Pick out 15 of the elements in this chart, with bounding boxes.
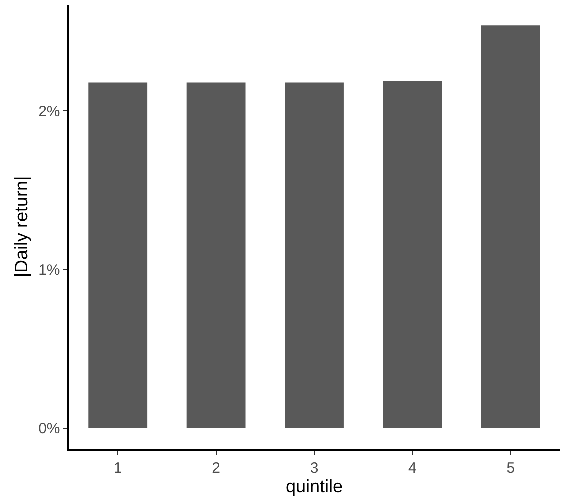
- x-tick-label: 3: [310, 460, 319, 477]
- y-tick-label: 1%: [38, 262, 60, 280]
- y-tick-label: 0%: [38, 420, 60, 438]
- x-tick-label: 5: [506, 460, 516, 477]
- bar: [285, 82, 344, 428]
- bar: [88, 82, 148, 428]
- bar: [186, 82, 246, 428]
- y-tick-label: 2%: [38, 103, 60, 120]
- x-tick-label: 1: [114, 460, 122, 477]
- bar: [383, 81, 442, 428]
- y-axis-title: |Daily return|: [11, 176, 32, 278]
- x-axis-title: quintile: [286, 476, 344, 497]
- x-tick-label: 4: [408, 460, 417, 477]
- bar: [481, 26, 540, 428]
- x-tick-label: 2: [212, 460, 220, 477]
